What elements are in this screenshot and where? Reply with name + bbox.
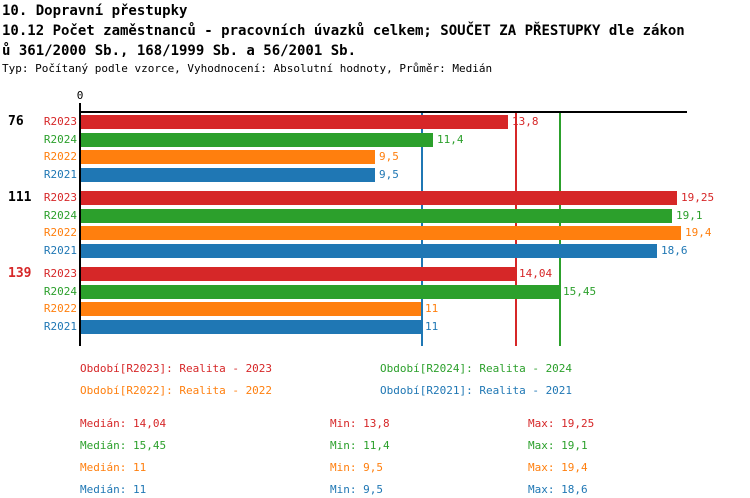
- stat-min-r2022: Min: 9,5: [330, 461, 383, 474]
- stat-median-r2023: Medián: 14,04: [80, 417, 167, 430]
- bar-r2022-group-76: [81, 150, 375, 164]
- bar-value-label-r2021-group-76: 9,5: [379, 168, 399, 181]
- bar-value-label-r2023-group-139: 14,04: [519, 267, 553, 280]
- bar-period-label-r2023: R2023: [43, 191, 77, 204]
- bar-r2024-group-111: [81, 209, 672, 223]
- bar-period-label-r2021: R2021: [43, 244, 77, 257]
- bar-period-label-r2023: R2023: [43, 267, 77, 280]
- x-axis-line: [79, 111, 687, 113]
- bar-r2022-group-111: [81, 226, 681, 240]
- bar-value-label-r2022-group-139: 11: [425, 302, 439, 315]
- bar-r2023-group-111: [81, 191, 677, 205]
- stat-min-r2023: Min: 13,8: [330, 417, 390, 430]
- legend-item-r2023: Období[R2023]: Realita - 2023: [80, 362, 273, 375]
- bar-period-label-r2022: R2022: [43, 150, 77, 163]
- bar-r2021-group-111: [81, 244, 657, 258]
- bar-r2024-group-76: [81, 133, 433, 147]
- legend-item-r2021: Období[R2021]: Realita - 2021: [380, 384, 573, 397]
- bar-period-label-r2024: R2024: [43, 285, 77, 298]
- y-axis-line: [79, 111, 81, 346]
- bar-value-label-r2024-group-76: 11,4: [437, 133, 464, 146]
- bar-period-label-r2024: R2024: [43, 133, 77, 146]
- stat-max-r2023: Max: 19,25: [528, 417, 595, 430]
- report-meta-line: Typ: Počítaný podle vzorce, Vyhodnocení:…: [2, 62, 493, 75]
- stat-median-r2021: Medián: 11: [80, 483, 147, 496]
- bar-value-label-r2023-group-76: 13,8: [512, 115, 539, 128]
- report-title-line2: 10.12 Počet zaměstnanců - pracovních úva…: [2, 23, 685, 39]
- bar-period-label-r2022: R2022: [43, 226, 77, 239]
- bar-value-label-r2023-group-111: 19,25: [681, 191, 715, 204]
- stat-median-r2024: Medián: 15,45: [80, 439, 167, 452]
- legend-item-r2024: Období[R2024]: Realita - 2024: [380, 362, 573, 375]
- bar-r2021-group-139: [81, 320, 421, 334]
- bar-value-label-r2021-group-139: 11: [425, 320, 439, 333]
- stat-max-r2022: Max: 19,4: [528, 461, 588, 474]
- bar-period-label-r2021: R2021: [43, 320, 77, 333]
- bar-period-label-r2024: R2024: [43, 209, 77, 222]
- report-title-line3: ů 361/2000 Sb., 168/1999 Sb. a 56/2001 S…: [2, 43, 357, 59]
- bar-value-label-r2024-group-111: 19,1: [676, 209, 703, 222]
- stat-min-r2024: Min: 11,4: [330, 439, 390, 452]
- stat-min-r2021: Min: 9,5: [330, 483, 383, 496]
- stat-median-r2022: Medián: 11: [80, 461, 147, 474]
- bar-r2023-group-76: [81, 115, 508, 129]
- bar-period-label-r2023: R2023: [43, 115, 77, 128]
- legend-item-r2022: Období[R2022]: Realita - 2022: [80, 384, 273, 397]
- bar-value-label-r2022-group-111: 19,4: [685, 226, 712, 239]
- bar-value-label-r2021-group-111: 18,6: [661, 244, 688, 257]
- x-axis-zero-tick-label: 0: [76, 89, 84, 102]
- bar-r2022-group-139: [81, 302, 421, 316]
- stat-max-r2021: Max: 18,6: [528, 483, 588, 496]
- group-label-76: 76: [8, 114, 24, 129]
- bar-r2021-group-76: [81, 168, 375, 182]
- report-title-line1: 10. Dopravní přestupky: [2, 3, 188, 19]
- bar-period-label-r2022: R2022: [43, 302, 77, 315]
- stat-max-r2024: Max: 19,1: [528, 439, 588, 452]
- bar-r2023-group-139: [81, 267, 515, 281]
- bar-value-label-r2022-group-76: 9,5: [379, 150, 399, 163]
- bar-value-label-r2024-group-139: 15,45: [563, 285, 597, 298]
- group-label-111: 111: [8, 190, 32, 205]
- bar-period-label-r2021: R2021: [43, 168, 77, 181]
- x-axis-zero-tick: [79, 103, 81, 111]
- group-label-139: 139: [8, 266, 32, 281]
- bar-r2024-group-139: [81, 285, 559, 299]
